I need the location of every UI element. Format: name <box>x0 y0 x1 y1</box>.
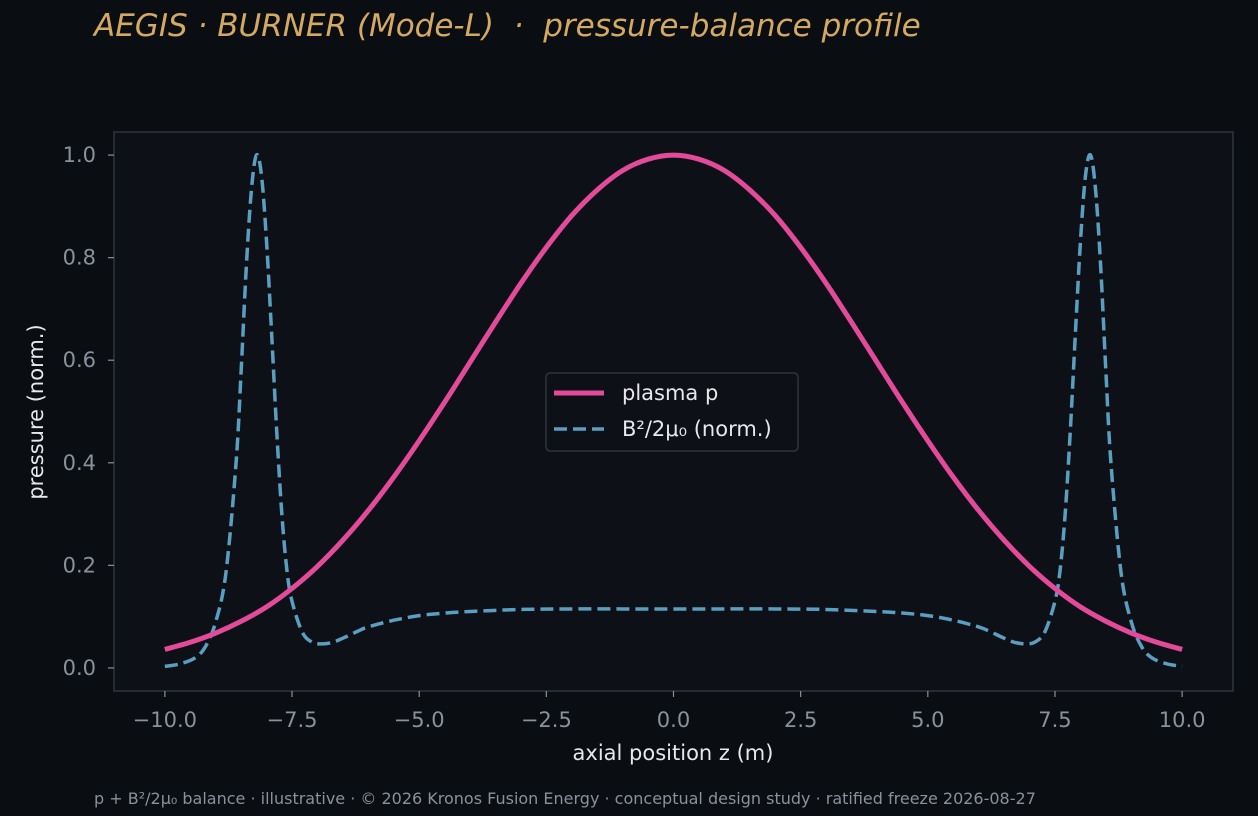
footer-note: p + B²/2μ₀ balance · illustrative · © 20… <box>94 789 1036 808</box>
x-tick-label: 10.0 <box>1159 708 1206 732</box>
series-layer <box>164 152 1183 669</box>
series-line-plasma <box>164 152 1183 652</box>
legend-box <box>545 372 799 452</box>
x-tick-label: −2.5 <box>521 708 572 732</box>
x-tick-label: 5.0 <box>911 708 944 732</box>
x-tick-label: 7.5 <box>1038 708 1071 732</box>
legend: plasma p B²/2μ₀ (norm.) <box>545 372 799 452</box>
y-axis-label: pressure (norm.) <box>24 324 48 499</box>
x-tick-label: −7.5 <box>267 708 318 732</box>
x-tick-label: 0.0 <box>657 708 690 732</box>
x-tick-label: −10.0 <box>133 708 197 732</box>
y-tick-label: 0.4 <box>63 451 96 475</box>
y-tick-label: 0.0 <box>63 656 96 680</box>
y-tick-label: 0.2 <box>63 553 96 577</box>
x-axis-label: axial position z (m) <box>573 741 774 765</box>
x-axis: −10.0 −7.5 −5.0 −2.5 0.0 2.5 5.0 7.5 10.0 <box>133 691 1206 732</box>
series-line-magnetic <box>164 152 1183 669</box>
legend-label-plasma: plasma p <box>622 381 718 405</box>
legend-label-magnetic: B²/2μ₀ (norm.) <box>622 417 772 441</box>
x-tick-label: −5.0 <box>394 708 445 732</box>
y-tick-label: 0.8 <box>63 246 96 270</box>
y-axis: 0.0 0.2 0.4 0.6 0.8 1.0 <box>63 143 114 680</box>
chart-title: AEGIS · BURNER (Mode-L) · pressure-balan… <box>94 8 921 44</box>
y-tick-label: 0.6 <box>63 348 96 372</box>
y-tick-label: 1.0 <box>63 143 96 167</box>
x-tick-label: 2.5 <box>784 708 817 732</box>
